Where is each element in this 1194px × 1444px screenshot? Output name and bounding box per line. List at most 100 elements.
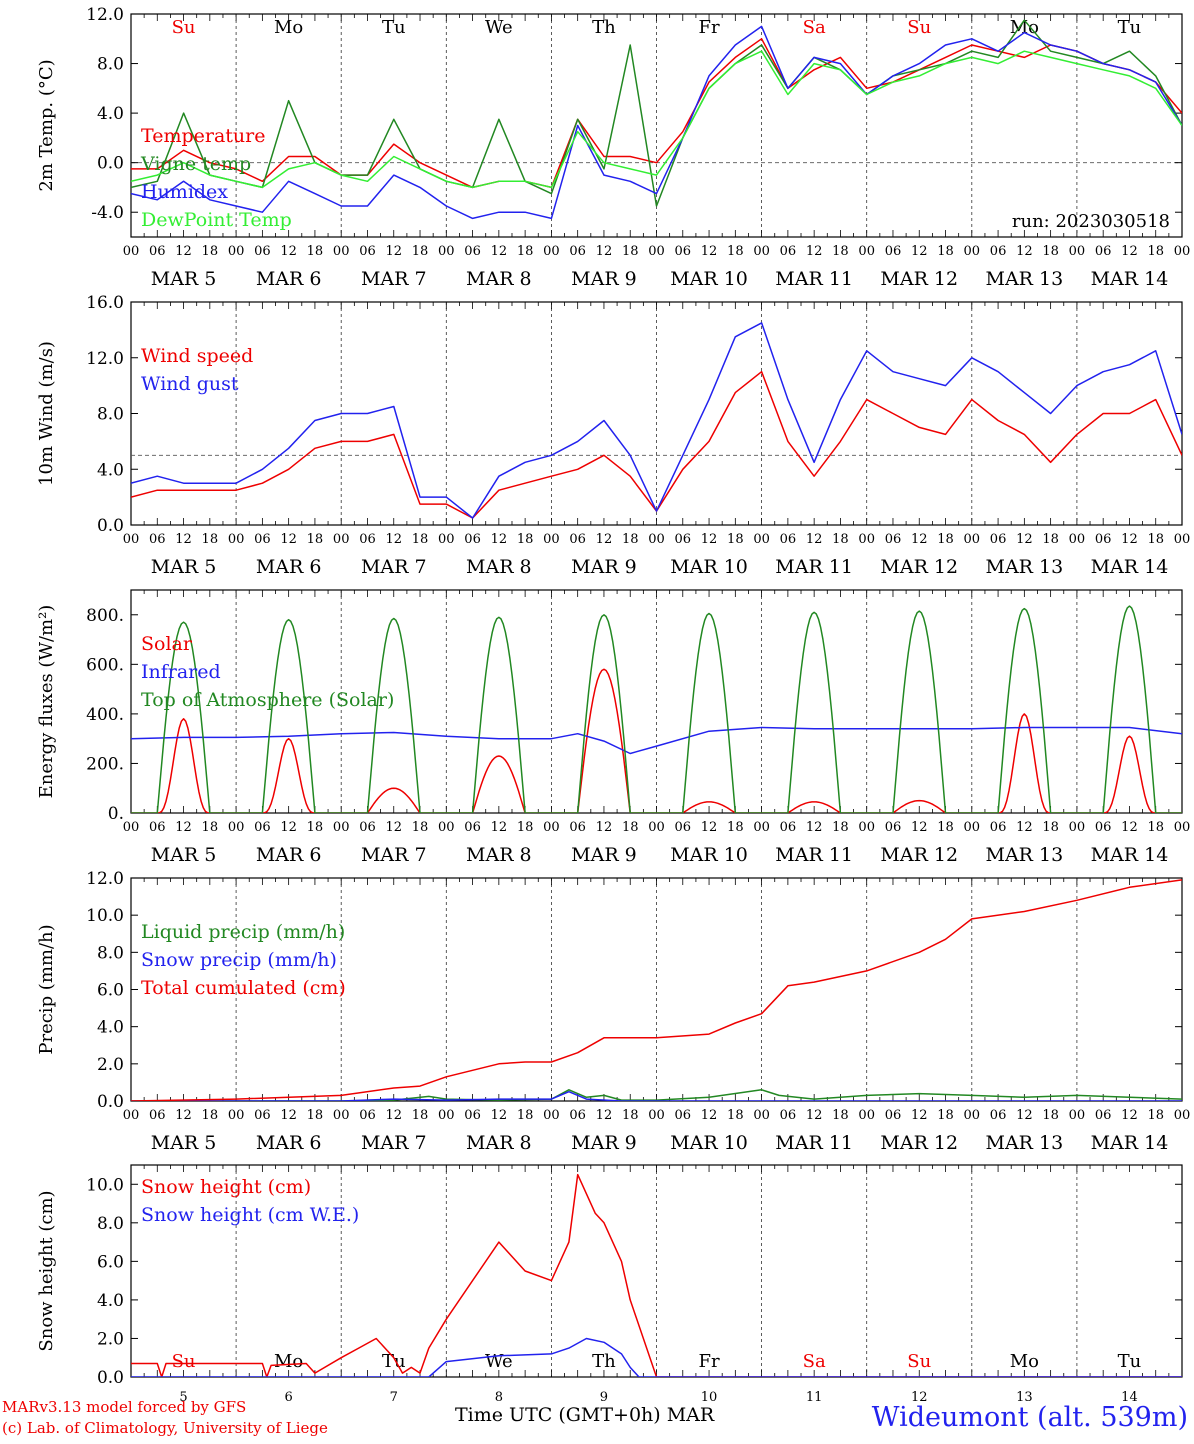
hour-label: 12 bbox=[385, 1108, 402, 1123]
panel-4: 0.0 2.0 4.0 6.0 8.0 10.0 12.0 Precip (mm/h) 00 06… bbox=[36, 869, 1190, 1154]
y-tick-label: 0. bbox=[108, 804, 124, 824]
hour-label: 06 bbox=[569, 1108, 586, 1123]
hour-label: 00 bbox=[543, 244, 560, 259]
date-label: MAR 6 bbox=[256, 1132, 322, 1154]
series-line-1-3 bbox=[131, 25, 1182, 220]
date-label: MAR 9 bbox=[571, 1132, 637, 1154]
hour-label: 12 bbox=[280, 820, 297, 835]
hour-label: 18 bbox=[517, 532, 534, 547]
hour-label: 06 bbox=[780, 1108, 797, 1123]
hour-label: 00 bbox=[228, 1108, 245, 1123]
hour-label: 18 bbox=[307, 532, 324, 547]
hour-label: 06 bbox=[675, 244, 692, 259]
panel-5: 0.0 2.0 4.0 6.0 8.0 10.0 Snow height (cm) 5 6 7 8 9… bbox=[36, 1164, 1183, 1405]
legend-entry: Snow precip (mm/h) bbox=[141, 949, 337, 971]
day-name: We bbox=[485, 1351, 513, 1372]
hour-label: 12 bbox=[175, 1108, 192, 1123]
day-name: Su bbox=[172, 17, 196, 38]
hour-label: 18 bbox=[1042, 244, 1059, 259]
hour-label: 06 bbox=[464, 532, 481, 547]
hour-label: 18 bbox=[832, 244, 849, 259]
series-line-1-4 bbox=[131, 50, 1182, 189]
date-label: MAR 13 bbox=[985, 1132, 1063, 1154]
hour-label: 12 bbox=[491, 244, 508, 259]
date-label: MAR 6 bbox=[256, 268, 322, 290]
hour-label: 12 bbox=[175, 244, 192, 259]
hour-label: 18 bbox=[727, 820, 744, 835]
hour-label: 06 bbox=[464, 1108, 481, 1123]
y-tick-label: 0.0 bbox=[97, 1092, 124, 1112]
date-label: MAR 11 bbox=[775, 1132, 853, 1154]
y-axis-label: Snow height (cm) bbox=[36, 1190, 57, 1351]
hour-label: 18 bbox=[202, 244, 219, 259]
series-line-4-2 bbox=[131, 1090, 1182, 1101]
hour-label: 06 bbox=[254, 820, 271, 835]
hour-label: 18 bbox=[937, 244, 954, 259]
legend-entry: DewPoint Temp bbox=[141, 209, 292, 231]
hour-label: 12 bbox=[596, 1108, 613, 1123]
y-tick-label: 12.0 bbox=[86, 5, 124, 25]
hour-label: 18 bbox=[727, 532, 744, 547]
legend-entry: Wind speed bbox=[141, 345, 253, 367]
hour-label: 12 bbox=[491, 532, 508, 547]
hour-label: 00 bbox=[228, 244, 245, 259]
hour-label: 06 bbox=[675, 820, 692, 835]
hour-label: 18 bbox=[412, 532, 429, 547]
y-tick-label: 6.0 bbox=[97, 1252, 124, 1272]
hour-label: 00 bbox=[123, 244, 140, 259]
day-name: Tu bbox=[1118, 17, 1142, 38]
day-name: Mo bbox=[274, 1351, 303, 1372]
y-tick-label: 10.0 bbox=[86, 1175, 124, 1195]
hour-label: 00 bbox=[438, 820, 455, 835]
series-line-4-3 bbox=[131, 879, 1182, 1101]
panel-1: -4.0 0.0 4.0 8.0 12.0 2m Temp. (°C) 00 06 12 18 MA… bbox=[36, 5, 1190, 290]
hour-label: 00 bbox=[123, 820, 140, 835]
hour-label: 18 bbox=[622, 1108, 639, 1123]
series-line-4-1 bbox=[131, 1089, 1182, 1101]
y-tick-label: 8.0 bbox=[97, 55, 124, 75]
date-label: MAR 8 bbox=[466, 268, 532, 290]
hour-label: 00 bbox=[648, 820, 665, 835]
day-name: Tu bbox=[1118, 1351, 1142, 1372]
day-name: Mo bbox=[1010, 17, 1039, 38]
panel-2: 0.0 4.0 8.0 12.0 16.0 10m Wind (m/s) 00 06 12 18 M… bbox=[36, 293, 1190, 578]
y-axis-label: Precip (mm/h) bbox=[36, 924, 57, 1054]
hour-label: 12 bbox=[701, 532, 718, 547]
series-line-5-1 bbox=[131, 1173, 1182, 1377]
hour-label: 18 bbox=[1042, 1108, 1059, 1123]
y-tick-label: 600. bbox=[86, 655, 124, 675]
date-label: MAR 10 bbox=[670, 844, 748, 866]
hour-label: 06 bbox=[990, 820, 1007, 835]
day-name: Sa bbox=[803, 17, 826, 38]
day-name: Fr bbox=[699, 17, 720, 38]
date-label: MAR 7 bbox=[361, 1132, 427, 1154]
date-label: MAR 13 bbox=[985, 844, 1063, 866]
date-label: MAR 13 bbox=[985, 556, 1063, 578]
hour-label: 18 bbox=[622, 532, 639, 547]
legend-entry: Vigne temp bbox=[140, 153, 251, 175]
y-tick-label: -4.0 bbox=[91, 203, 124, 223]
hour-label: 00 bbox=[1069, 532, 1086, 547]
date-label: MAR 8 bbox=[466, 844, 532, 866]
hour-label: 18 bbox=[517, 820, 534, 835]
hour-label: 18 bbox=[1147, 820, 1164, 835]
date-label: MAR 14 bbox=[1091, 1132, 1169, 1154]
hour-label: 00 bbox=[753, 244, 770, 259]
station-name: Wideumont (alt. 539m) bbox=[871, 1402, 1188, 1433]
legend-entry: Temperature bbox=[141, 125, 265, 147]
y-tick-label: 6.0 bbox=[97, 981, 124, 1001]
hour-label: 00 bbox=[1174, 1108, 1191, 1123]
day-number: 8 bbox=[495, 1390, 503, 1405]
y-tick-label: 0.0 bbox=[97, 154, 124, 174]
hour-label: 00 bbox=[543, 820, 560, 835]
hour-label: 00 bbox=[438, 244, 455, 259]
hour-label: 12 bbox=[1121, 1108, 1138, 1123]
hour-label: 18 bbox=[517, 244, 534, 259]
series-group bbox=[131, 322, 1182, 519]
hour-label: 06 bbox=[885, 244, 902, 259]
date-label: MAR 7 bbox=[361, 844, 427, 866]
y-tick-label: 2.0 bbox=[97, 1329, 124, 1349]
hour-label: 06 bbox=[254, 244, 271, 259]
day-name: Fr bbox=[699, 1351, 720, 1372]
hour-label: 12 bbox=[911, 1108, 928, 1123]
